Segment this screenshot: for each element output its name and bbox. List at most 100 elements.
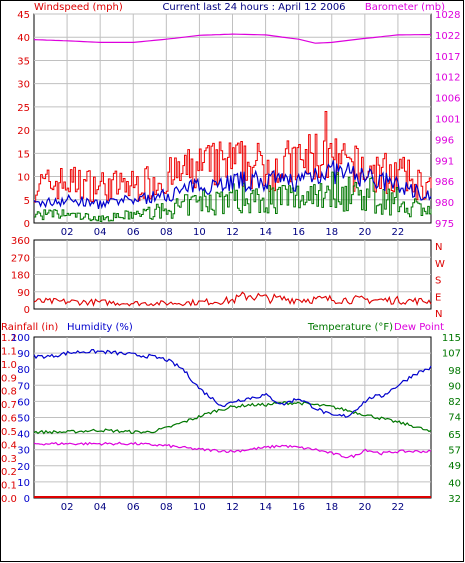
wind-x-tick-label: 18 bbox=[325, 227, 338, 238]
wind-x-tick-label: 22 bbox=[392, 227, 405, 238]
humidity-line bbox=[33, 348, 432, 418]
compass-label: W bbox=[435, 259, 445, 270]
climate-x-tick-label: 02 bbox=[61, 502, 74, 513]
humidity-tick-label: 30 bbox=[17, 446, 30, 457]
humidity-axis-title: Humidity (%) bbox=[67, 322, 133, 333]
barometer-tick-labels: 975 980 986 991 996 1001 1006 1012 1017 1022 1028 bbox=[435, 10, 460, 230]
wind-x-tick-label: 08 bbox=[160, 227, 173, 238]
humidity-tick-label: 70 bbox=[17, 381, 30, 392]
wind-low-line bbox=[34, 171, 432, 222]
wind-tick-label: 35 bbox=[17, 56, 30, 67]
barometer-tick-label: 1028 bbox=[435, 10, 460, 21]
wind-x-tick-label: 04 bbox=[94, 227, 107, 238]
temperature-tick-label: 49 bbox=[448, 461, 461, 472]
temperature-line bbox=[33, 401, 432, 435]
rainfall-tick-label: 0.4 bbox=[1, 440, 17, 451]
climate-panel: 0.00.10.20.30.40.50.60.70.80.91.01.11.2 … bbox=[1, 333, 461, 513]
direction-tick-label: 90 bbox=[17, 288, 30, 299]
direction-tick-label: 180 bbox=[11, 271, 30, 282]
wind-tick-label: 10 bbox=[17, 173, 30, 184]
climate-x-tick-label: 14 bbox=[259, 502, 272, 513]
climate-series bbox=[33, 348, 432, 498]
temperature-tick-label: 82 bbox=[448, 397, 461, 408]
barometer-tick-label: 1001 bbox=[435, 115, 460, 126]
rainfall-tick-label: 0.6 bbox=[1, 414, 17, 425]
rainfall-tick-label: 1.2 bbox=[1, 333, 17, 344]
rainfall-tick-label: 0.1 bbox=[1, 481, 17, 492]
climate-x-tick-labels: 02 04 06 08 10 12 14 16 18 20 22 bbox=[61, 502, 405, 513]
wind-tick-label: 20 bbox=[17, 126, 30, 137]
rainfall-tick-label: 1.1 bbox=[1, 346, 17, 357]
direction-tick-labels: 0 90 180 270 360 bbox=[11, 236, 30, 316]
barometer-tick-label: 1022 bbox=[435, 31, 460, 42]
rainfall-tick-label: 0.0 bbox=[1, 494, 17, 505]
temperature-tick-label: 98 bbox=[448, 366, 461, 377]
humidity-tick-label: 50 bbox=[17, 414, 30, 425]
temperature-tick-label: 90 bbox=[448, 381, 461, 392]
wind-tick-label: 25 bbox=[17, 103, 30, 114]
wind-tick-label: 40 bbox=[17, 33, 30, 44]
climate-x-tick-label: 20 bbox=[358, 502, 371, 513]
wind-left-tick-labels: 0 5 10 15 20 25 30 35 40 45 bbox=[17, 10, 30, 230]
barometer-tick-label: 1006 bbox=[435, 94, 460, 105]
wind-x-tick-label: 20 bbox=[358, 227, 371, 238]
rainfall-tick-label: 0.2 bbox=[1, 467, 17, 478]
wind-x-tick-label: 06 bbox=[127, 227, 140, 238]
wind-tick-label: 5 bbox=[24, 196, 30, 207]
direction-tick-label: 0 bbox=[24, 305, 30, 316]
compass-label: N bbox=[435, 242, 442, 253]
climate-x-tick-label: 06 bbox=[127, 502, 140, 513]
wind-x-tick-label: 02 bbox=[61, 227, 74, 238]
barometer-axis-title: Barometer (mb) bbox=[365, 2, 445, 13]
wind-x-tick-label: 10 bbox=[193, 227, 206, 238]
climate-grid bbox=[34, 337, 431, 498]
humidity-tick-label: 60 bbox=[17, 397, 30, 408]
wind-x-tick-label: 12 bbox=[226, 227, 239, 238]
wind-tick-label: 45 bbox=[17, 10, 30, 21]
wind-axis-title: Windspeed (mph) bbox=[34, 2, 123, 13]
wind-x-tick-label: 14 bbox=[259, 227, 272, 238]
climate-x-tick-label: 16 bbox=[292, 502, 305, 513]
compass-label: E bbox=[435, 292, 441, 303]
temperature-tick-label: 40 bbox=[448, 478, 461, 489]
barometer-tick-label: 986 bbox=[435, 177, 454, 188]
barometer-tick-label: 1012 bbox=[435, 73, 460, 84]
rainfall-tick-labels: 0.0 0.1 0.2 0.3 0.4 0.5 0.6 0.7 0.8 0.9 1.0 1.1 1.2 bbox=[1, 333, 17, 505]
temperature-tick-label: 107 bbox=[442, 349, 461, 360]
climate-x-tick-label: 08 bbox=[160, 502, 173, 513]
rainfall-tick-label: 0.9 bbox=[1, 373, 17, 384]
temperature-tick-label: 57 bbox=[448, 446, 461, 457]
climate-x-tick-label: 04 bbox=[94, 502, 107, 513]
direction-tick-label: 360 bbox=[11, 236, 30, 247]
compass-label: S bbox=[435, 276, 441, 287]
rainfall-tick-label: 1.0 bbox=[1, 360, 17, 371]
humidity-tick-label: 20 bbox=[17, 462, 30, 473]
humidity-tick-label: 90 bbox=[17, 349, 30, 360]
climate-x-tick-label: 12 bbox=[226, 502, 239, 513]
barometer-tick-label: 996 bbox=[435, 135, 454, 146]
barometer-tick-label: 991 bbox=[435, 156, 454, 167]
rainfall-tick-label: 0.5 bbox=[1, 427, 17, 438]
humidity-tick-label: 0 bbox=[24, 494, 30, 505]
barometer-line bbox=[33, 33, 432, 44]
rainfall-tick-label: 0.7 bbox=[1, 400, 17, 411]
barometer-tick-label: 975 bbox=[435, 219, 454, 230]
rainfall-tick-label: 0.8 bbox=[1, 387, 17, 398]
direction-series bbox=[33, 291, 432, 307]
temperature-axis-title: Temperature (°F) bbox=[307, 322, 393, 333]
wind-x-tick-label: 16 bbox=[292, 227, 305, 238]
compass-label: N bbox=[435, 309, 442, 320]
direction-grid bbox=[34, 240, 431, 309]
temperature-tick-labels: 32 40 49 57 65 74 82 90 98 107 115 bbox=[442, 333, 461, 505]
rainfall-axis-title: Rainfall (in) bbox=[1, 322, 58, 333]
wind-series bbox=[33, 33, 432, 222]
wind-direction-line bbox=[33, 291, 432, 307]
temperature-tick-label: 115 bbox=[442, 333, 461, 344]
rainfall-tick-label: 0.3 bbox=[1, 454, 17, 465]
wind-tick-label: 30 bbox=[17, 80, 30, 91]
barometer-tick-label: 1017 bbox=[435, 52, 460, 63]
climate-x-tick-label: 10 bbox=[193, 502, 206, 513]
